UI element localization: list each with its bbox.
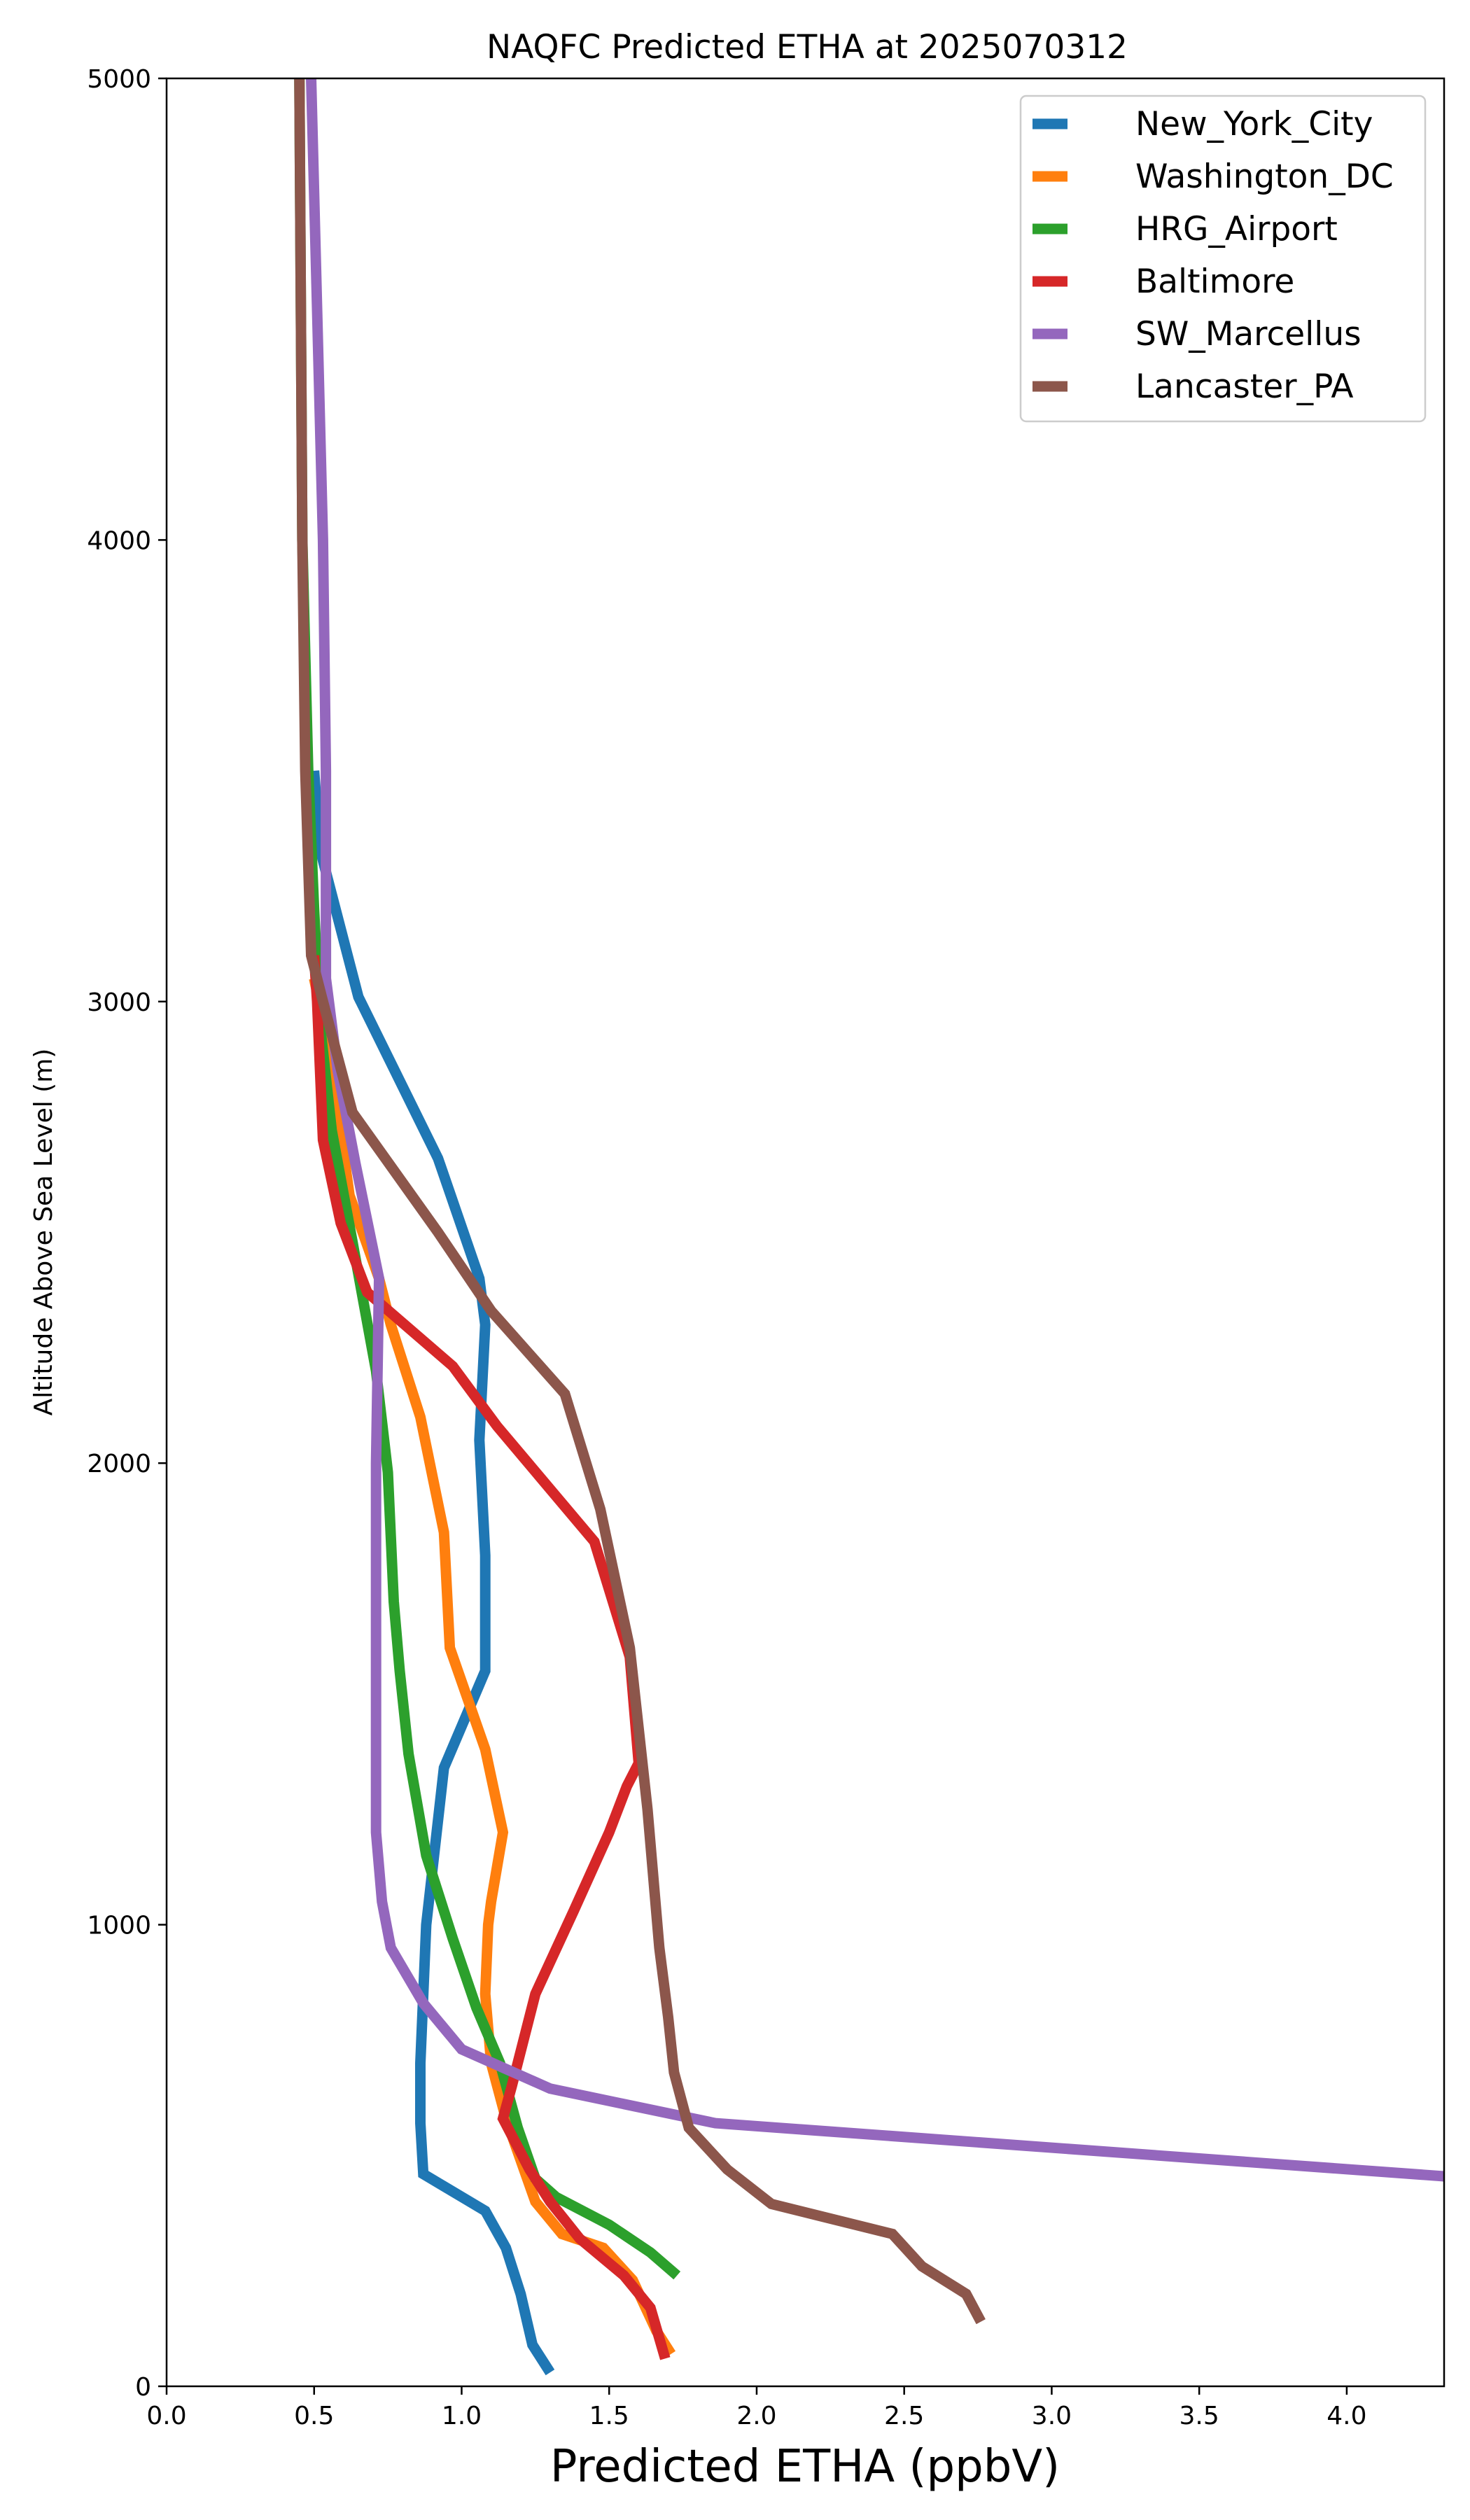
x-tick-label: 0.0 [146,2402,186,2430]
x-tick-label: 2.0 [736,2402,776,2430]
plot-lines [294,78,1444,2376]
y-tick-label: 1000 [87,1912,151,1940]
series-line-5 [294,78,986,2325]
chart-title: NAQFC Predicted ETHA at 2025070312 [486,28,1128,66]
x-tick-label: 4.0 [1326,2402,1366,2430]
x-axis-label: Predicted ETHA (ppbV) [550,2441,1060,2493]
legend-label: New_York_City [1135,105,1373,144]
x-tick-label: 3.5 [1180,2402,1219,2430]
series-line-4 [306,78,1444,2182]
x-tick-label: 3.0 [1032,2402,1072,2430]
plot-frame [165,77,1446,2388]
x-tick-label: 1.0 [442,2402,482,2430]
series-line-3 [309,955,671,2360]
legend-label: Baltimore [1135,262,1294,301]
series-line-0 [309,770,555,2376]
y-axis-label: Altitude Above Sea Level (m) [29,1049,58,1416]
legend-box [1019,94,1427,423]
legend-label: Lancaster_PA [1135,368,1354,406]
x-tick-label: 2.5 [884,2402,924,2430]
x-axis-ticks: 0.0 0.5 1.0 1.5 2.0 2.5 3.0 3.5 4.0 [146,2386,1367,2430]
legend-label: HRG_Airport [1135,210,1338,248]
y-tick-label: 2000 [87,1450,151,1478]
legend-label: SW_Marcellus [1135,315,1362,354]
legend-label: Washington_DC [1135,158,1394,196]
y-tick-label: 3000 [87,988,151,1017]
y-tick-label: 0 [135,2373,151,2402]
x-tick-label: 1.5 [589,2402,629,2430]
legend: New_York_City Washington_DC HRG_Airport Bal… [1019,94,1427,423]
y-tick-label: 5000 [87,65,151,94]
y-axis-ticks: 0 1000 2000 3000 4000 5000 [87,65,167,2402]
y-tick-label: 4000 [87,526,151,555]
x-tick-label: 0.5 [294,2402,334,2430]
